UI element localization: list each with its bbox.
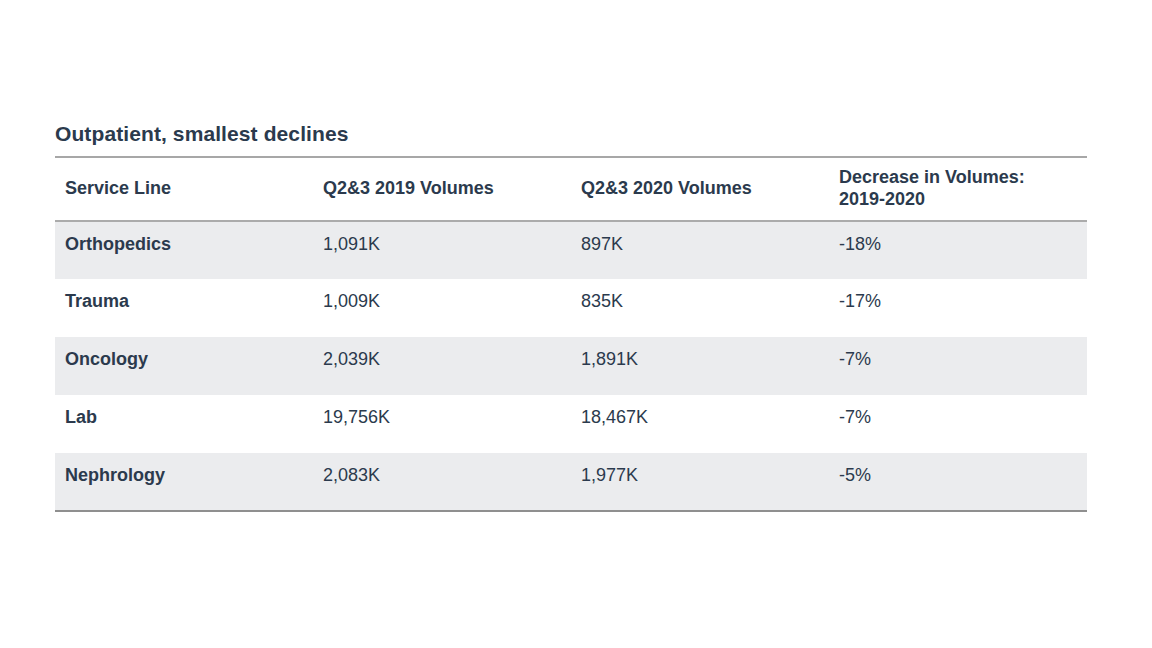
cell-2019-volume: 2,083K [313, 453, 571, 511]
volumes-table: Service Line Q2&3 2019 Volumes Q2&3 2020… [55, 156, 1087, 512]
cell-2020-volume: 1,891K [571, 337, 829, 395]
cell-decrease: -5% [829, 453, 1087, 511]
table-row: Trauma 1,009K 835K -17% [55, 279, 1087, 337]
cell-2020-volume: 1,977K [571, 453, 829, 511]
cell-decrease: -18% [829, 221, 1087, 279]
table-header-row: Service Line Q2&3 2019 Volumes Q2&3 2020… [55, 157, 1087, 221]
cell-2020-volume: 835K [571, 279, 829, 337]
table-row: Oncology 2,039K 1,891K -7% [55, 337, 1087, 395]
slide-canvas: Outpatient, smallest declines Service Li… [0, 0, 1152, 648]
cell-2019-volume: 2,039K [313, 337, 571, 395]
column-header-decrease: Decrease in Volumes: 2019-2020 [829, 157, 1087, 221]
cell-service-line: Nephrology [55, 453, 313, 511]
cell-2020-volume: 18,467K [571, 395, 829, 453]
cell-2019-volume: 1,091K [313, 221, 571, 279]
table-row: Nephrology 2,083K 1,977K -5% [55, 453, 1087, 511]
cell-decrease: -7% [829, 395, 1087, 453]
cell-service-line: Orthopedics [55, 221, 313, 279]
table-row: Lab 19,756K 18,467K -7% [55, 395, 1087, 453]
cell-service-line: Lab [55, 395, 313, 453]
cell-2019-volume: 1,009K [313, 279, 571, 337]
table-row: Orthopedics 1,091K 897K -18% [55, 221, 1087, 279]
cell-decrease: -17% [829, 279, 1087, 337]
column-header-2019-volumes: Q2&3 2019 Volumes [313, 157, 571, 221]
cell-decrease: -7% [829, 337, 1087, 395]
page-title: Outpatient, smallest declines [55, 122, 349, 146]
cell-service-line: Trauma [55, 279, 313, 337]
column-header-2020-volumes: Q2&3 2020 Volumes [571, 157, 829, 221]
cell-2020-volume: 897K [571, 221, 829, 279]
cell-2019-volume: 19,756K [313, 395, 571, 453]
cell-service-line: Oncology [55, 337, 313, 395]
column-header-service-line: Service Line [55, 157, 313, 221]
